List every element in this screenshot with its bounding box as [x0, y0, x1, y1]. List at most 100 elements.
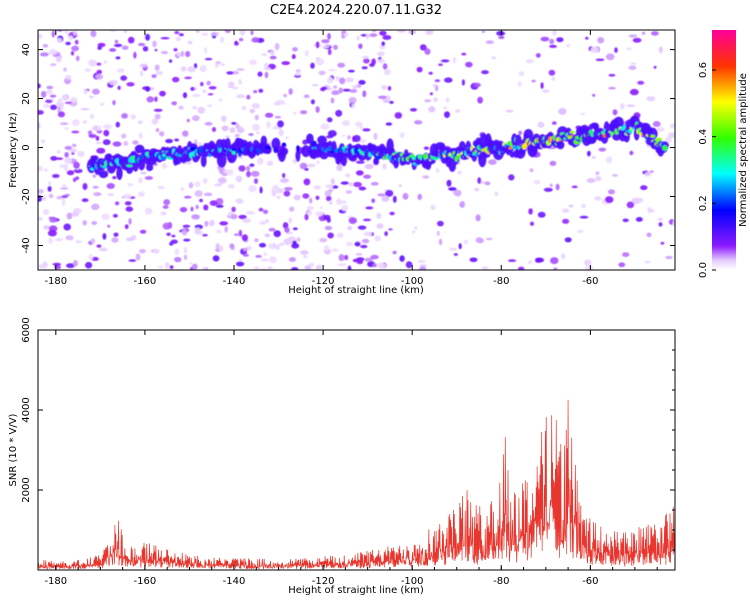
spectrogram-noise-blob: [356, 35, 360, 41]
spectrogram-noise-blob: [341, 204, 349, 212]
spectrogram-noise-blob: [363, 58, 370, 64]
spectrogram-noise-blob: [182, 130, 189, 137]
spectrogram-noise-blob: [95, 73, 104, 80]
spectrogram-noise-blob: [281, 61, 291, 66]
spectrogram-noise-blob: [434, 79, 441, 83]
spectrogram-noise-blob: [92, 125, 100, 131]
spectrogram-noise-blob: [344, 254, 349, 261]
spectrogram-ridge-halo: [340, 153, 348, 167]
colorbar-ticks: 0.0 0.2 0.4 0.6: [698, 62, 716, 278]
spectrogram-ridge-halo: [200, 154, 207, 168]
spectrogram-noise-blob: [605, 196, 614, 204]
spectrogram-x-tick-label: -60: [582, 276, 598, 287]
spectrogram-noise-blob: [187, 40, 193, 45]
spectrogram-noise-blob: [52, 262, 62, 266]
spectrogram-noise-blob: [342, 134, 346, 137]
spectrogram-noise-blob: [342, 88, 351, 92]
spectrogram-noise-blob: [238, 37, 244, 42]
snr-x-tick-label: -100: [401, 576, 424, 587]
spectrogram-noise-blob: [282, 222, 289, 229]
spectrogram-ridge-halo: [306, 133, 314, 145]
spectrogram-ridge-core: [436, 157, 440, 160]
spectrogram-noise-blob: [264, 62, 269, 69]
spectrogram-noise-blob: [55, 157, 64, 160]
spectrogram-noise-blob: [280, 178, 289, 183]
colorbar-label: Normalized spectral amplitude: [738, 73, 749, 227]
spectrogram-noise-blob: [310, 99, 315, 105]
spectrogram-noise-blob: [339, 77, 346, 85]
spectrogram-noise-blob: [246, 165, 251, 171]
spectrogram-noise-blob: [629, 150, 634, 156]
spectrogram-noise-blob: [373, 132, 378, 140]
spectrogram-y-tick-label: 40: [21, 43, 32, 56]
spectrogram-noise-blob: [303, 94, 310, 99]
spectrogram-noise-blob: [473, 82, 481, 88]
spectrogram-noise-blob: [96, 62, 102, 66]
spectrogram-y-ticks: -40 -20 0 20 40: [21, 43, 675, 254]
spectrogram-noise-blob: [199, 198, 203, 203]
spectrogram-noise-blob: [453, 189, 462, 197]
spectrogram-noise-blob: [184, 76, 193, 80]
spectrogram-noise-blob: [382, 63, 388, 70]
spectrogram-noise-blob: [626, 104, 635, 108]
spectrogram-noise-blob: [542, 89, 550, 93]
spectrogram-noise-blob: [160, 50, 169, 55]
snr-x-tick-label: -60: [582, 576, 598, 587]
spectrogram-x-tick-label: -120: [312, 276, 335, 287]
spectrogram-noise-blob: [38, 216, 43, 221]
spectrogram-noise-blob: [183, 195, 192, 199]
spectrogram-noise-blob: [328, 189, 334, 192]
spectrogram-ridge-peak: [457, 153, 460, 156]
spectrogram-noise-blob: [474, 187, 480, 192]
spectrogram-noise-blob: [481, 30, 486, 34]
spectrogram-noise-blob: [646, 232, 652, 238]
spectrogram-noise-blob: [444, 111, 450, 118]
spectrogram-noise-blob: [452, 56, 457, 64]
spectrogram-noise-blob: [665, 136, 672, 143]
spectrogram-noise-blob: [204, 121, 213, 126]
spectrogram-noise-blob: [411, 230, 416, 234]
spectrogram-noise-blob: [189, 262, 193, 265]
colorbar: 0.0 0.2 0.4 0.6 Normalized spectral amplitu…: [698, 30, 749, 278]
spectrogram-noise-blob: [336, 198, 342, 206]
spectrogram-noise-blob: [183, 254, 188, 260]
spectrogram-noise-blob: [214, 63, 219, 68]
spectrogram-noise-blob: [95, 135, 100, 141]
spectrogram-noise-blob: [355, 252, 363, 256]
spectrogram-noise-blob: [414, 120, 423, 125]
spectrogram-noise-blob: [87, 130, 93, 136]
spectrogram-noise-blob: [647, 206, 652, 214]
spectrogram-noise-blob: [82, 183, 88, 190]
spectrogram-noise-blob: [424, 99, 432, 103]
spectrogram-noise-blob: [88, 59, 97, 67]
spectrogram-noise-blob: [376, 212, 382, 219]
spectrogram-noise-blob: [179, 207, 188, 213]
spectrogram-noise-blob: [292, 227, 298, 231]
spectrogram-noise-blob: [285, 136, 289, 140]
spectrogram-noise-blob: [253, 266, 260, 270]
spectrogram-noise-blob: [258, 88, 264, 93]
spectrogram-noise-blob: [457, 170, 463, 175]
spectrogram-noise-blob: [264, 71, 269, 79]
spectrogram-noise-blob: [65, 41, 71, 46]
spectrogram-noise-blob: [138, 177, 143, 184]
spectrogram-noise-blob: [461, 79, 465, 86]
spectrogram-noise-blob: [238, 214, 247, 220]
spectrogram-noise-blob: [552, 30, 557, 36]
spectrogram-noise-blob: [649, 170, 654, 174]
spectrogram-noise-blob: [117, 85, 121, 90]
spectrogram-noise-blob: [108, 79, 118, 86]
spectrogram-x-tick-label: -80: [493, 276, 509, 287]
spectrogram-noise-blob: [300, 250, 309, 255]
spectrogram-noise-blob: [496, 31, 506, 36]
spectrogram-noise-blob: [185, 51, 191, 58]
spectrogram-noise-blob: [296, 237, 301, 242]
spectrogram-noise-blob: [52, 174, 60, 178]
spectrogram-noise-blob: [249, 163, 255, 167]
spectrogram-noise-blob: [629, 88, 639, 96]
spectrogram-noise-blob: [114, 43, 123, 48]
spectrogram-noise-blob: [458, 243, 462, 250]
spectrogram-noise-blob: [248, 185, 257, 193]
spectrogram-noise-blob: [605, 53, 615, 61]
spectrogram-noise-blob: [124, 201, 132, 206]
